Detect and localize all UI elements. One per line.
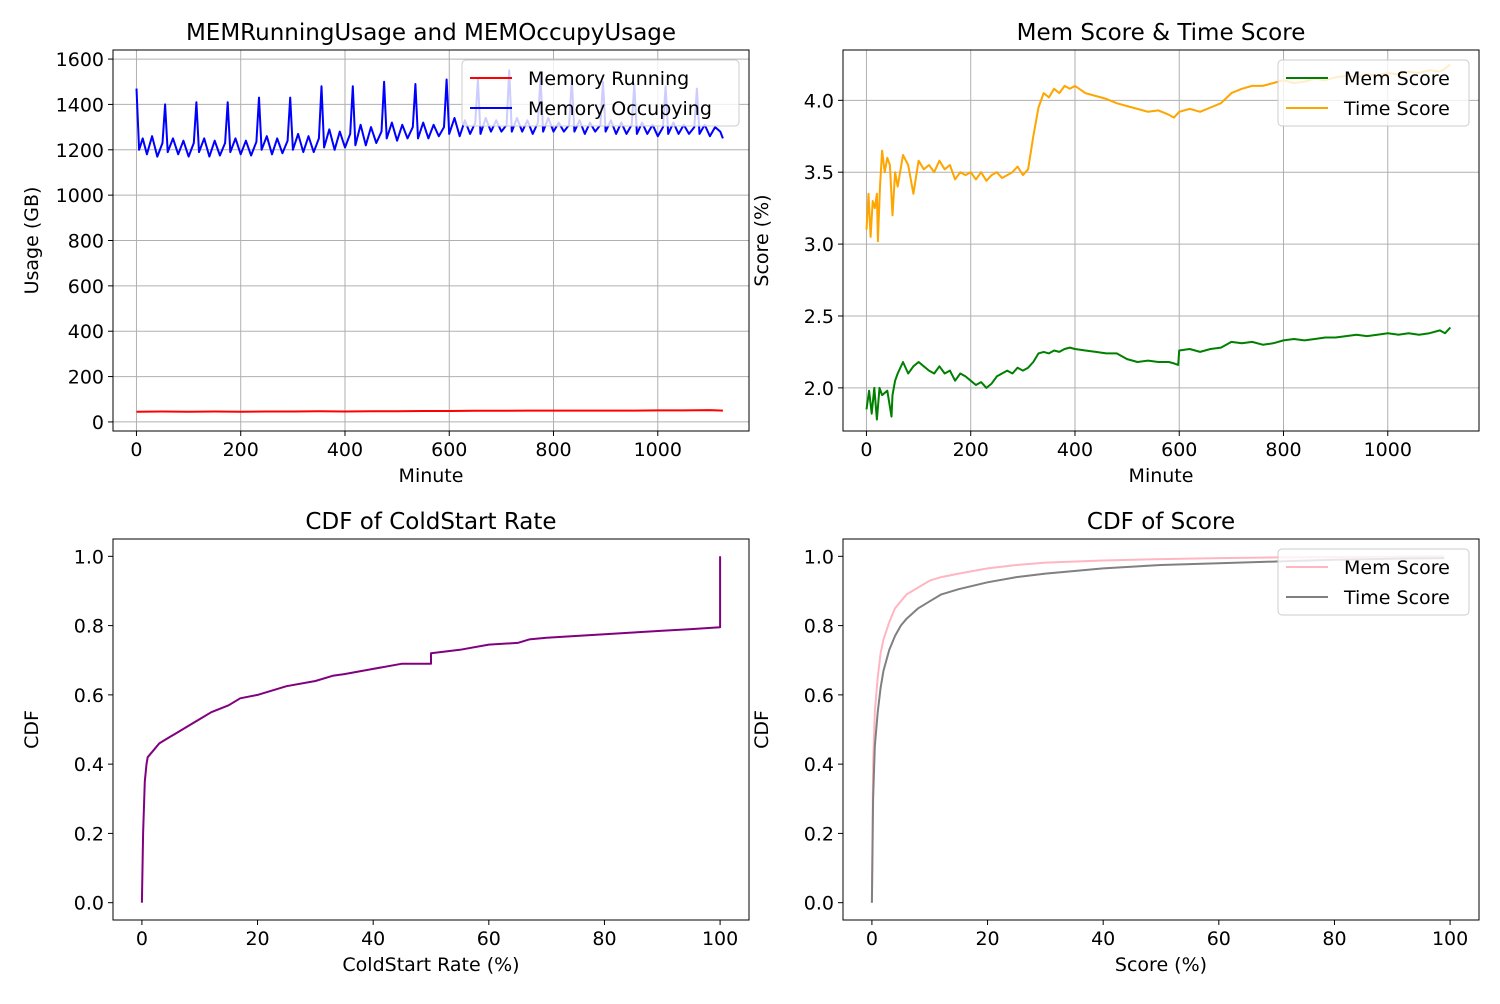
- x-tick-label: 400: [1057, 439, 1093, 461]
- chart-title: CDF of ColdStart Rate: [305, 509, 556, 535]
- y-tick-label: 2.0: [804, 378, 834, 400]
- x-tick-label: 60: [1207, 928, 1231, 950]
- legend-label: Mem Score: [1344, 68, 1450, 90]
- y-tick-label: 2.5: [804, 306, 834, 328]
- y-tick-label: 1.0: [74, 546, 104, 568]
- x-tick-label: 20: [975, 928, 999, 950]
- x-tick-label: 20: [245, 928, 269, 950]
- series-line-time-score: [870, 557, 1445, 903]
- x-tick-label: 100: [1432, 928, 1468, 950]
- y-tick-label: 0.6: [804, 685, 834, 707]
- y-tick-label: 600: [68, 276, 104, 298]
- legend-label: Memory Occupying: [528, 98, 712, 120]
- legend-label: Memory Running: [528, 68, 689, 90]
- y-tick-label: 0.2: [804, 823, 834, 845]
- x-axis-label: Minute: [1129, 465, 1194, 487]
- x-tick-label: 40: [361, 928, 385, 950]
- legend-box: [461, 59, 740, 127]
- x-tick-label: 800: [535, 439, 571, 461]
- x-axis-label: Score (%): [1115, 954, 1207, 976]
- chart-panel-4: 0 20 40 60 80 100 0.0 0.2 0.4 0.6 0.8 1.0 CDF of Sco…: [751, 509, 1480, 976]
- x-tick-label: 800: [1265, 439, 1301, 461]
- x-tick-label: 100: [702, 928, 738, 950]
- y-axis-label: CDF: [21, 710, 43, 749]
- x-tick-label: 80: [592, 928, 616, 950]
- y-tick-label: 0.0: [74, 893, 104, 915]
- legend-box: [1277, 548, 1470, 616]
- chart-title: Mem Score & Time Score: [1017, 20, 1306, 46]
- series-line-cdf: [140, 556, 722, 903]
- x-tick-label: 1000: [634, 439, 682, 461]
- legend-label: Time Score: [1343, 98, 1450, 120]
- legend-label: Mem Score: [1344, 557, 1450, 579]
- y-tick-label: 1000: [56, 185, 104, 207]
- x-tick-label: 600: [431, 439, 467, 461]
- x-tick-label: 200: [953, 439, 989, 461]
- y-tick-label: 0.8: [804, 616, 834, 638]
- chart-panel-1: 0 200 400 600 800 1000 0 200 400 600 800 1000 1200 14…: [21, 20, 750, 487]
- chart-panel-2: 0 200 400 600 800 1000 2.0 2.5 3.0 3.5 4.0 Mem Scor…: [751, 20, 1480, 487]
- y-tick-label: 0.4: [804, 754, 834, 776]
- legend: Mem Score Time Score: [1277, 548, 1470, 616]
- y-axis-label: CDF: [751, 710, 773, 749]
- y-tick-label: 3.0: [804, 234, 834, 256]
- y-tick-label: 0.4: [74, 754, 104, 776]
- y-tick-label: 0.8: [74, 616, 104, 638]
- x-axis-label: Minute: [399, 465, 464, 487]
- chart-title: MEMRunningUsage and MEMOccupyUsage: [186, 20, 676, 46]
- y-tick-label: 4.0: [804, 90, 834, 112]
- y-tick-label: 1200: [56, 140, 104, 162]
- series-line-mem-score: [870, 555, 1445, 903]
- x-tick-label: 200: [223, 439, 259, 461]
- series-line-mem-score: [865, 326, 1452, 421]
- legend-label: Time Score: [1343, 587, 1450, 609]
- x-tick-label: 600: [1161, 439, 1197, 461]
- y-tick-label: 200: [68, 367, 104, 389]
- x-tick-label: 40: [1091, 928, 1115, 950]
- x-tick-label: 60: [477, 928, 501, 950]
- x-tick-label: 80: [1322, 928, 1346, 950]
- x-tick-label: 0: [860, 439, 872, 461]
- y-tick-label: 3.5: [804, 162, 834, 184]
- y-tick-label: 0.0: [804, 893, 834, 915]
- y-tick-label: 1.0: [804, 546, 834, 568]
- axes-frame: [842, 538, 1480, 921]
- y-tick-label: 1400: [56, 94, 104, 116]
- series-line-memory-occupying: [135, 69, 724, 158]
- x-tick-label: 0: [130, 439, 142, 461]
- legend: Memory Running Memory Occupying: [461, 59, 740, 127]
- x-tick-label: 1000: [1364, 439, 1412, 461]
- axes-frame: [842, 49, 1480, 432]
- y-tick-label: 800: [68, 231, 104, 253]
- y-tick-label: 0: [92, 412, 104, 434]
- y-tick-label: 400: [68, 321, 104, 343]
- y-tick-label: 1600: [56, 49, 104, 71]
- y-tick-label: 0.2: [74, 823, 104, 845]
- legend: Mem Score Time Score: [1277, 59, 1470, 127]
- chart-panel-3: 0 20 40 60 80 100 0.0 0.2 0.4 0.6 0.8 1.0 CDF of Col…: [21, 509, 750, 976]
- axes-frame: [112, 538, 750, 921]
- x-tick-label: 0: [866, 928, 878, 950]
- y-axis-label: Usage (GB): [21, 187, 43, 295]
- y-axis-label: Score (%): [751, 194, 773, 286]
- x-tick-label: 400: [327, 439, 363, 461]
- x-axis-label: ColdStart Rate (%): [342, 954, 519, 976]
- y-tick-label: 0.6: [74, 685, 104, 707]
- x-tick-label: 0: [136, 928, 148, 950]
- series-line-memory-running: [136, 409, 723, 413]
- legend-box: [1277, 59, 1470, 127]
- chart-title: CDF of Score: [1087, 509, 1235, 535]
